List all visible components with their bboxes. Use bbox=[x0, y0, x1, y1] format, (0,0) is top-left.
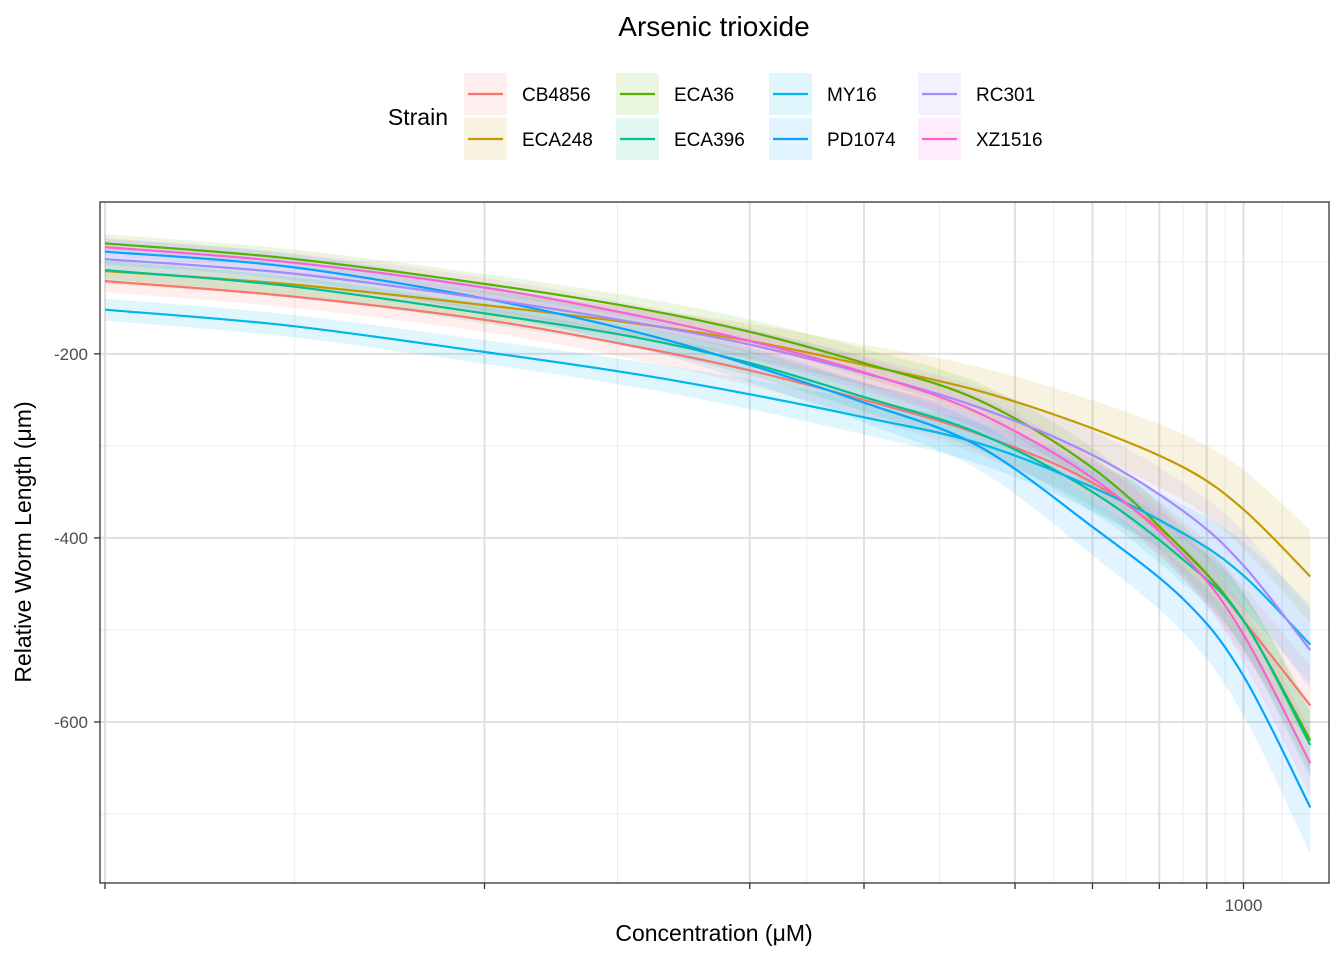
series-lines bbox=[104, 242, 1312, 808]
legend-item-xz1516: XZ1516 bbox=[918, 118, 1043, 160]
legend-label-eca248: ECA248 bbox=[522, 130, 593, 151]
y-axis-title: Relative Worm Length (μm) bbox=[10, 401, 36, 682]
series-line-eca36 bbox=[104, 242, 1312, 741]
series-line-rc301 bbox=[104, 258, 1312, 651]
legend-label-my16: MY16 bbox=[827, 85, 877, 106]
plot-border bbox=[99, 201, 1330, 884]
grid-lines bbox=[100, 202, 1329, 883]
x-axis: 1000 bbox=[104, 883, 1263, 915]
series-line-pd1074 bbox=[104, 250, 1312, 808]
x-tick-label: 1000 bbox=[1225, 896, 1263, 915]
band-my16 bbox=[105, 298, 1311, 685]
series-line-eca396 bbox=[104, 269, 1312, 746]
series-line-eca248 bbox=[104, 269, 1312, 578]
series-line-my16 bbox=[104, 308, 1312, 646]
legend-title: Strain bbox=[388, 104, 448, 130]
legend-item-eca248: ECA248 bbox=[464, 118, 593, 160]
legend-label-cb4856: CB4856 bbox=[522, 85, 591, 106]
legend-item-eca36: ECA36 bbox=[616, 73, 734, 115]
plot-panel bbox=[100, 202, 1329, 883]
legend-label-pd1074: PD1074 bbox=[827, 130, 896, 151]
series-line-xz1516 bbox=[104, 246, 1312, 764]
y-tick-label: -400 bbox=[54, 529, 88, 548]
y-tick-label: -200 bbox=[54, 345, 88, 364]
legend: Strain CB4856 ECA248 ECA36 ECA396 MY16 PD1074… bbox=[388, 73, 1043, 160]
legend-item-eca396: ECA396 bbox=[616, 118, 745, 160]
legend-label-eca36: ECA36 bbox=[674, 85, 734, 106]
legend-label-rc301: RC301 bbox=[976, 85, 1035, 106]
legend-item-my16: MY16 bbox=[769, 73, 877, 115]
legend-item-rc301: RC301 bbox=[918, 73, 1035, 115]
y-tick-label: -600 bbox=[54, 713, 88, 732]
chart-title: Arsenic trioxide bbox=[618, 11, 809, 42]
band-cb4856 bbox=[105, 270, 1311, 746]
legend-item-pd1074: PD1074 bbox=[769, 118, 896, 160]
x-axis-title: Concentration (μM) bbox=[615, 920, 812, 946]
legend-item-cb4856: CB4856 bbox=[464, 73, 591, 115]
legend-label-xz1516: XZ1516 bbox=[976, 130, 1043, 151]
y-axis: -200 -400 -600 bbox=[54, 345, 100, 732]
legend-label-eca396: ECA396 bbox=[674, 130, 745, 151]
